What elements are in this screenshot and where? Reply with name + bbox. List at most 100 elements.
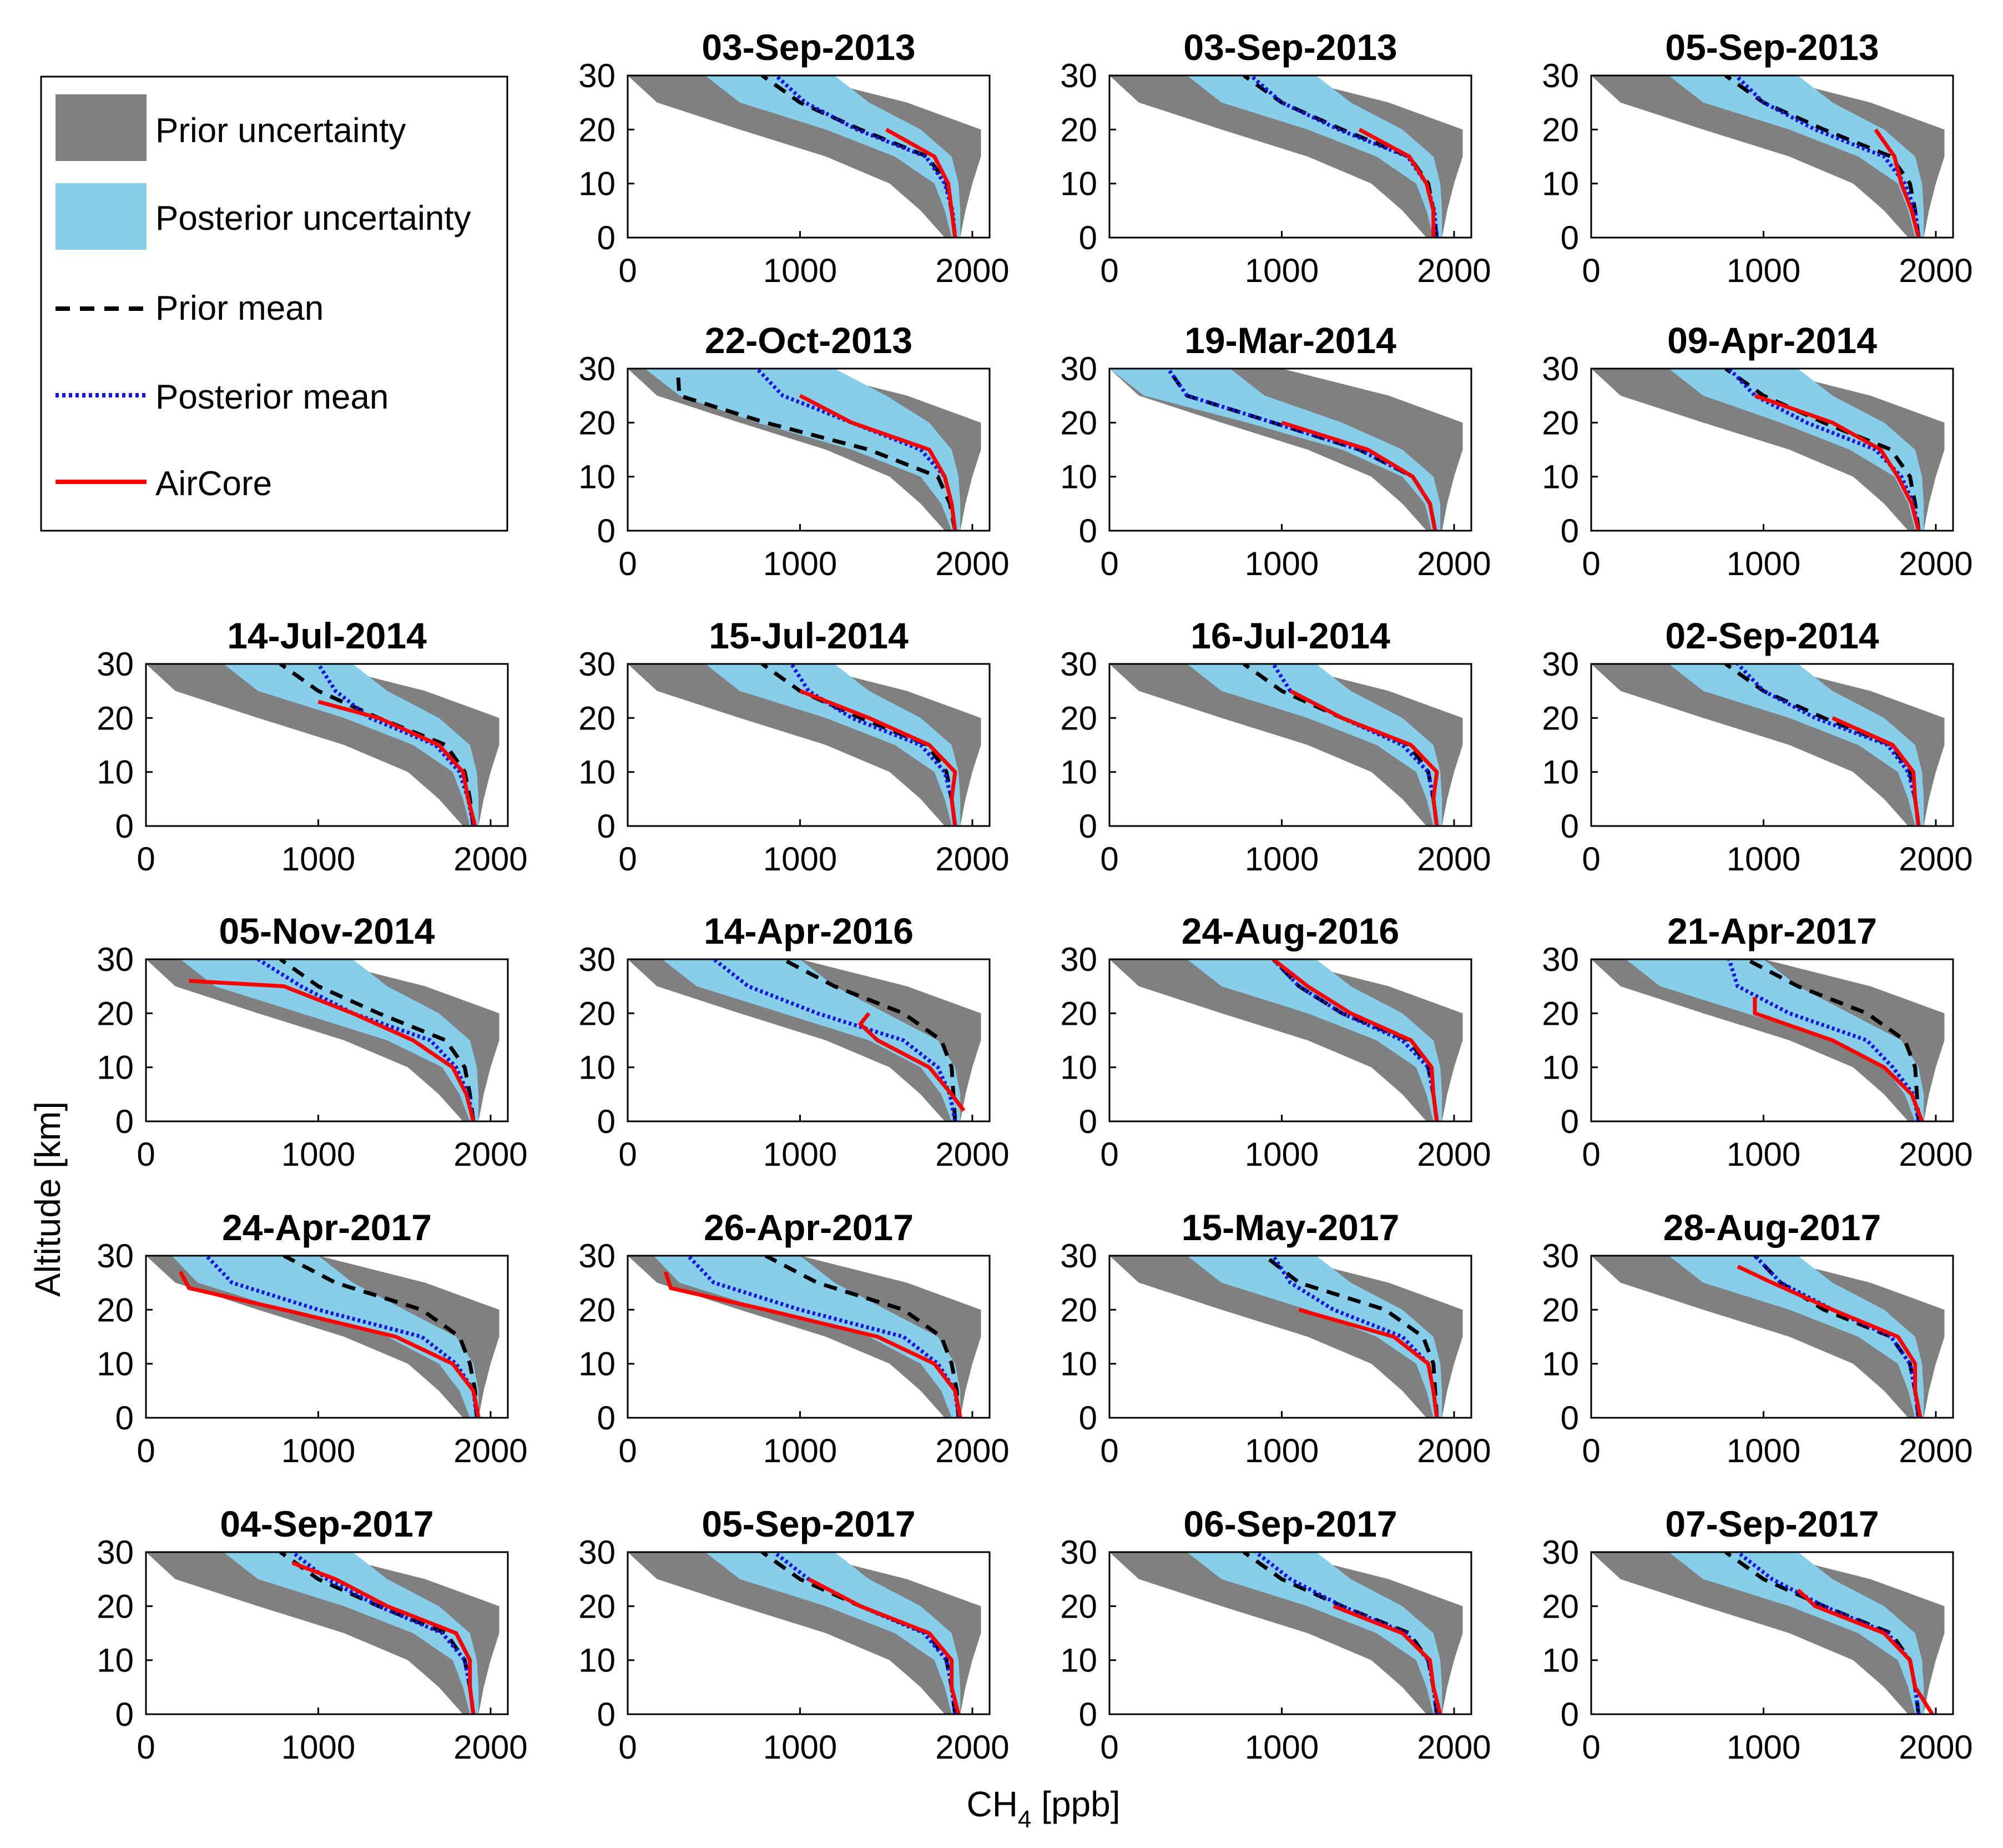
y-tick-label: 20	[1060, 404, 1097, 441]
plot-area	[1591, 369, 1945, 531]
posterior-uncertainty-band	[1187, 75, 1442, 238]
x-tick-label: 1000	[281, 840, 355, 878]
x-tick-label: 0	[618, 1136, 637, 1173]
y-tick-label: 30	[1060, 57, 1097, 94]
panel-11: 05-Nov-2014 0 1000 2000 0 10 20 30	[97, 910, 527, 1173]
panel-title: 07-Sep-2017	[1665, 1503, 1879, 1544]
x-tick-label: 2000	[935, 840, 1009, 878]
aircore-line	[1333, 1604, 1442, 1714]
y-tick-label: 10	[578, 165, 615, 203]
posterior-mean-line	[1272, 1256, 1439, 1418]
posterior-mean-line	[1736, 664, 1921, 826]
y-tick-label: 10	[1542, 754, 1579, 791]
panel-4: 22-Oct-2013 0 1000 2000 0 10 20 30	[578, 320, 1009, 582]
legend-posterior-uncertainty-swatch	[56, 183, 147, 250]
y-tick-label: 10	[578, 1049, 615, 1086]
plot-area	[1109, 959, 1463, 1121]
posterior-mean-line	[256, 959, 476, 1121]
axes-box	[1108, 663, 1472, 827]
x-tick-label: 0	[1582, 840, 1600, 878]
x-tick-label: 1000	[1245, 1136, 1319, 1173]
x-tick-label: 2000	[1899, 545, 1972, 582]
axes-box	[145, 1551, 509, 1715]
x-tick-label: 1000	[763, 1136, 837, 1173]
axes-box	[1590, 367, 1954, 532]
y-tick-label: 20	[1060, 699, 1097, 737]
plot-area	[1591, 75, 1945, 238]
panel-title: 21-Apr-2017	[1667, 910, 1877, 951]
aircore-line	[1832, 716, 1921, 826]
y-tick-label: 0	[1561, 1399, 1579, 1437]
y-tick-label: 10	[97, 754, 134, 791]
posterior-uncertainty-band	[1668, 1552, 1924, 1714]
panel-3: 05-Sep-2013 0 1000 2000 0 10 20 30	[1542, 27, 1972, 289]
y-tick-label: 0	[115, 1696, 134, 1733]
posterior-uncertainty-band	[1187, 664, 1442, 826]
y-tick-label: 30	[1060, 1534, 1097, 1571]
plot-area	[628, 959, 981, 1121]
panel-19: 04-Sep-2017 0 1000 2000 0 10 20 30	[97, 1503, 527, 1766]
prior-mean-line	[1745, 959, 1921, 1121]
panel-10: 02-Sep-2014 0 1000 2000 0 10 20 30	[1542, 615, 1972, 878]
x-tick-label: 1000	[1245, 840, 1319, 878]
plot-area	[628, 369, 981, 531]
y-tick-label: 20	[1542, 995, 1579, 1032]
panel-title: 14-Jul-2014	[227, 615, 427, 656]
panel-6: 09-Apr-2014 0 1000 2000 0 10 20 30	[1542, 320, 1972, 582]
x-tick-label: 1000	[1245, 1729, 1319, 1766]
x-tick-label: 2000	[1899, 1136, 1972, 1173]
y-tick-label: 20	[1542, 1588, 1579, 1625]
posterior-uncertainty-band	[645, 369, 961, 531]
axes-box	[1108, 958, 1472, 1122]
aircore-line	[1754, 394, 1921, 531]
x-tick-label: 2000	[1417, 840, 1491, 878]
panel-title: 16-Jul-2014	[1190, 615, 1390, 656]
plot-area	[146, 1256, 500, 1418]
y-tick-label: 20	[578, 995, 615, 1032]
y-tick-label: 0	[1561, 1103, 1579, 1140]
axes-box	[1590, 1551, 1954, 1715]
x-tick-label: 2000	[1417, 1729, 1491, 1766]
y-tick-label: 20	[1542, 1291, 1579, 1328]
x-tick-label: 0	[618, 1432, 637, 1469]
plot-area	[146, 664, 500, 826]
panel-8: 15-Jul-2014 0 1000 2000 0 10 20 30	[578, 615, 1009, 878]
legend: Prior uncertainty Posterior uncertainty …	[40, 75, 508, 532]
y-tick-label: 10	[1542, 165, 1579, 203]
axes-box	[627, 958, 991, 1122]
y-tick-label: 10	[1060, 165, 1097, 203]
y-tick-label: 30	[1542, 57, 1579, 94]
plot-area	[628, 75, 981, 238]
x-tick-label: 0	[1582, 545, 1600, 582]
axes-box	[145, 1255, 509, 1419]
aircore-line	[1281, 420, 1437, 531]
x-tick-label: 2000	[453, 1136, 527, 1173]
panel-title: 02-Sep-2014	[1665, 615, 1879, 656]
panel-title: 09-Apr-2014	[1667, 320, 1877, 361]
posterior-uncertainty-band	[705, 1552, 961, 1714]
panel-title: 28-Aug-2017	[1663, 1207, 1881, 1248]
panel-9: 16-Jul-2014 0 1000 2000 0 10 20 30	[1060, 615, 1491, 878]
axes-box	[627, 1551, 991, 1715]
x-tick-label: 0	[618, 252, 637, 289]
posterior-uncertainty-band	[180, 959, 479, 1121]
y-tick-label: 30	[97, 1237, 134, 1275]
prior-mean-line	[279, 959, 476, 1121]
x-tick-label: 2000	[1899, 1729, 1972, 1766]
y-tick-label: 10	[578, 459, 615, 496]
x-tick-label: 1000	[1245, 545, 1319, 582]
y-tick-label: 20	[97, 699, 134, 737]
aircore-line	[1753, 997, 1924, 1121]
x-tick-label: 0	[1582, 1432, 1600, 1469]
y-tick-label: 20	[578, 404, 615, 441]
y-tick-label: 0	[597, 219, 615, 256]
panel-title: 14-Apr-2016	[704, 910, 914, 951]
panel-title: 24-Apr-2017	[222, 1207, 432, 1248]
x-tick-label: 1000	[1245, 252, 1319, 289]
posterior-uncertainty-band	[705, 664, 961, 826]
panel-title: 15-Jul-2014	[709, 615, 909, 656]
aircore-line	[1874, 128, 1921, 238]
y-tick-label: 20	[97, 995, 134, 1032]
